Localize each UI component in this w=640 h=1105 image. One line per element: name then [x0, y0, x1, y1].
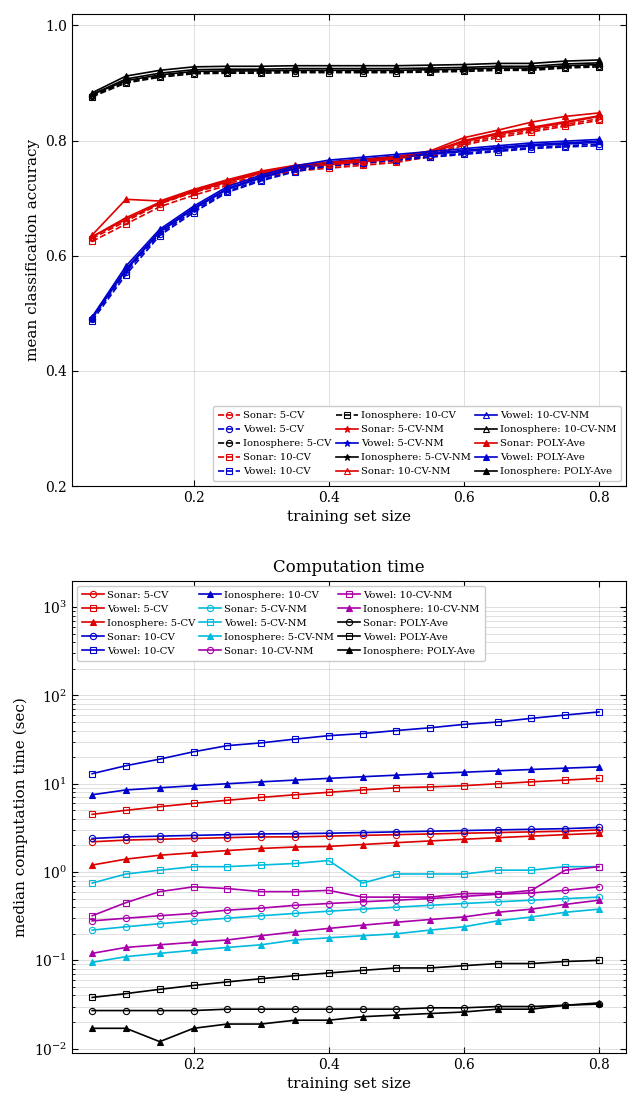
X-axis label: training set size: training set size — [287, 511, 411, 525]
X-axis label: training set size: training set size — [287, 1077, 411, 1091]
Title: Computation time: Computation time — [273, 559, 425, 576]
Y-axis label: median computation time (sec): median computation time (sec) — [14, 696, 28, 937]
Legend: Sonar: 5-CV, Vowel: 5-CV, Ionosphere: 5-CV, Sonar: 10-CV, Vowel: 10-CV, Ionosphe: Sonar: 5-CV, Vowel: 5-CV, Ionosphere: 5-… — [77, 586, 484, 661]
Legend: Sonar: 5-CV, Vowel: 5-CV, Ionosphere: 5-CV, Sonar: 10-CV, Vowel: 10-CV, Ionosphe: Sonar: 5-CV, Vowel: 5-CV, Ionosphere: 5-… — [214, 406, 621, 481]
Y-axis label: mean classification accuracy: mean classification accuracy — [26, 139, 40, 361]
